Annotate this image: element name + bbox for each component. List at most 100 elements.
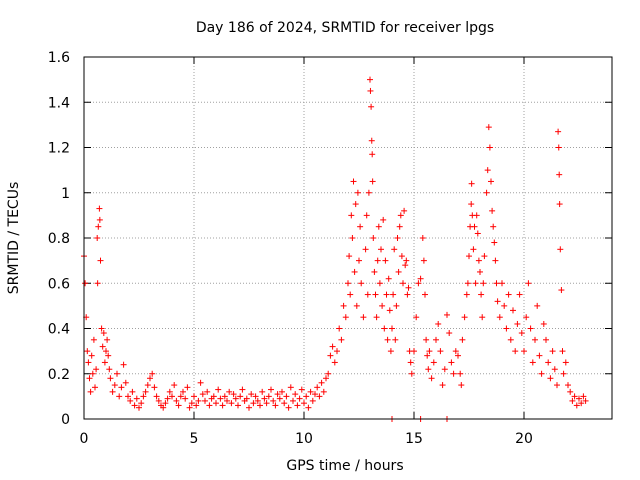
data-point <box>532 336 538 343</box>
x-tick-label: 5 <box>190 431 199 447</box>
data-point <box>401 207 408 214</box>
data-point <box>345 280 351 287</box>
data-point <box>452 348 459 355</box>
data-point <box>400 280 406 287</box>
data-point <box>369 178 376 185</box>
data-point <box>514 320 521 327</box>
data-point <box>283 393 290 400</box>
data-point <box>160 404 167 411</box>
data-point <box>580 393 587 400</box>
data-point <box>538 370 545 377</box>
data-point <box>555 144 562 151</box>
data-point <box>437 348 444 355</box>
data-point <box>375 223 382 230</box>
data-point <box>562 359 569 366</box>
data-point <box>397 212 404 219</box>
data-point <box>138 400 145 407</box>
data-point <box>303 393 310 400</box>
data-point <box>182 395 189 402</box>
data-point <box>99 343 106 350</box>
data-point <box>557 246 564 253</box>
data-point <box>425 366 432 373</box>
x-tick-label: 10 <box>295 431 313 447</box>
data-point <box>298 386 305 393</box>
data-point <box>364 291 371 298</box>
data-point <box>464 280 471 287</box>
data-point <box>184 384 191 391</box>
data-point <box>559 348 566 355</box>
y-tick-label: 0.4 <box>48 322 70 338</box>
data-point <box>265 393 272 400</box>
data-point <box>173 397 180 404</box>
data-point <box>292 391 299 398</box>
data-point <box>147 375 153 382</box>
data-point <box>371 268 378 275</box>
data-point <box>395 268 402 275</box>
data-point <box>97 257 104 264</box>
data-point <box>118 384 125 391</box>
data-point <box>336 325 343 332</box>
data-point <box>450 370 457 377</box>
data-point <box>393 302 400 309</box>
grid-lines <box>84 57 612 419</box>
data-point <box>235 402 241 409</box>
data-point <box>162 400 169 407</box>
data-point <box>106 366 113 373</box>
data-point <box>380 216 387 223</box>
y-tick-label: 1 <box>61 186 70 202</box>
data-point <box>402 262 409 269</box>
data-point <box>551 366 558 373</box>
data-point <box>523 314 530 321</box>
data-point <box>276 395 283 402</box>
data-point <box>104 336 111 343</box>
data-point <box>372 291 379 298</box>
data-point <box>360 314 367 321</box>
data-point <box>413 314 420 321</box>
data-point <box>489 207 496 214</box>
data-point <box>140 393 147 400</box>
data-point <box>101 359 108 366</box>
data-point <box>554 382 560 389</box>
data-point <box>120 361 127 368</box>
data-point <box>263 400 270 407</box>
data-point <box>571 393 578 400</box>
data-point <box>237 393 244 400</box>
data-point <box>521 348 527 355</box>
data-point <box>448 359 455 366</box>
data-point <box>558 287 565 294</box>
data-point <box>125 393 131 400</box>
data-point <box>369 151 376 158</box>
data-point <box>543 336 549 343</box>
data-point <box>180 388 186 395</box>
data-point <box>468 180 475 187</box>
data-point <box>470 246 477 253</box>
data-point <box>193 402 200 409</box>
data-point <box>197 379 204 386</box>
data-point <box>492 257 499 264</box>
x-tick-label: 15 <box>405 431 423 447</box>
data-point <box>493 280 500 287</box>
data-point <box>379 302 386 309</box>
data-point <box>357 223 364 230</box>
data-point <box>131 402 138 409</box>
data-point <box>424 352 431 359</box>
data-point <box>430 359 437 366</box>
data-point <box>455 352 461 359</box>
data-point <box>516 291 523 298</box>
data-point <box>496 314 503 321</box>
data-point <box>365 189 372 196</box>
data-point <box>177 393 184 400</box>
data-point <box>556 201 563 208</box>
data-point <box>221 393 228 400</box>
data-point <box>92 384 98 391</box>
data-point <box>463 291 470 298</box>
data-point <box>316 393 323 400</box>
data-point <box>88 352 95 359</box>
data-point <box>507 336 514 343</box>
data-point <box>219 402 226 409</box>
y-tick-label: 0.6 <box>48 276 70 292</box>
data-point <box>144 382 151 389</box>
data-point <box>387 348 394 355</box>
data-point <box>204 388 211 395</box>
